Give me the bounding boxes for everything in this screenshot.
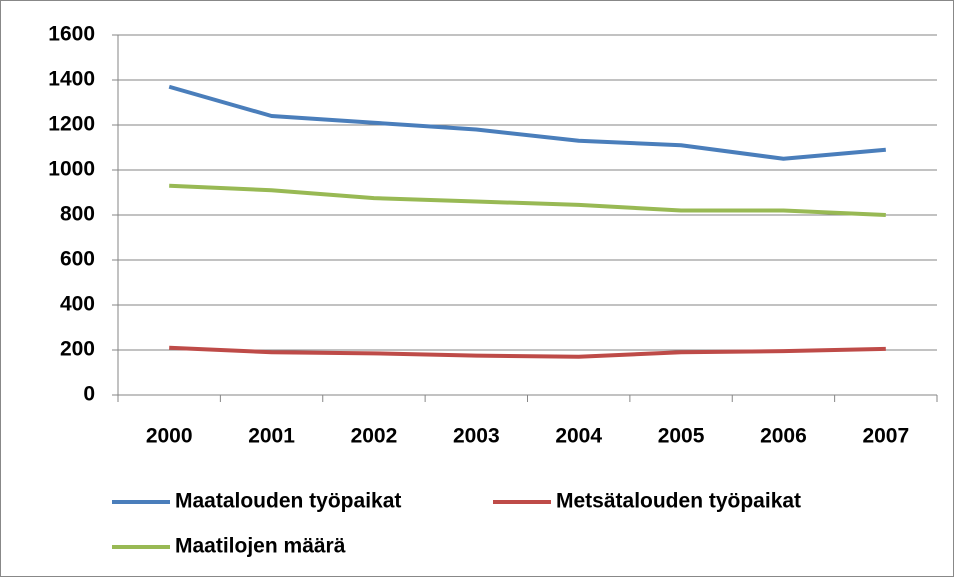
x-tick-label: 2004 [555, 425, 602, 448]
x-tick-label: 2002 [351, 425, 398, 448]
y-tick-label: 600 [60, 248, 95, 271]
x-tick-label: 2003 [453, 425, 500, 448]
y-tick-label: 0 [83, 383, 95, 406]
y-tick-label: 800 [60, 203, 95, 226]
y-tick-label: 400 [60, 293, 95, 316]
series-line [169, 183, 886, 217]
x-tick-label: 2000 [146, 425, 193, 448]
y-tick-label: 1600 [48, 23, 95, 46]
x-tick-label: 2001 [248, 425, 295, 448]
y-tick-label: 1200 [48, 113, 95, 136]
x-tick-label: 2005 [658, 425, 705, 448]
x-tick-label: 2007 [862, 425, 909, 448]
legend-label: Maatilojen määrä [175, 535, 346, 558]
y-tick-label: 1000 [48, 158, 95, 181]
legend-label: Metsätalouden työpaikat [556, 490, 801, 513]
legend-label: Maatalouden työpaikat [175, 490, 401, 513]
y-tick-label: 1400 [48, 68, 95, 91]
series-line [168, 84, 886, 161]
y-tick-label: 200 [60, 338, 95, 361]
x-tick-label: 2006 [760, 425, 807, 448]
series-line [169, 345, 886, 359]
